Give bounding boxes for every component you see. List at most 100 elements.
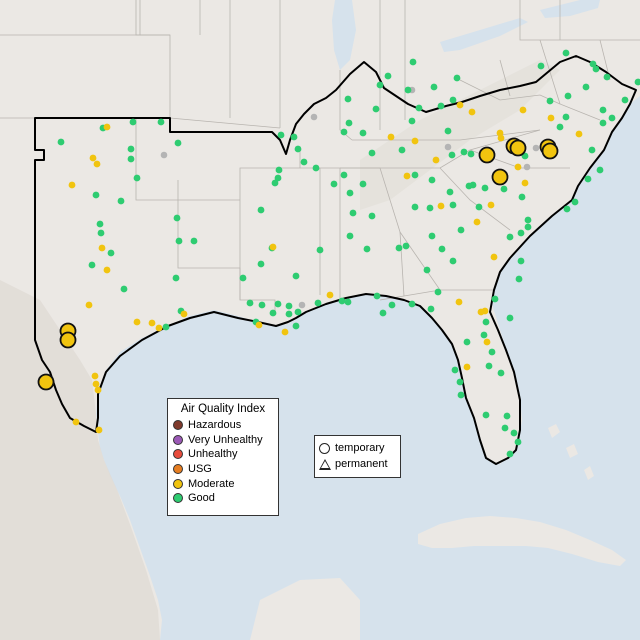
- monitor-good-marker[interactable]: [257, 260, 265, 268]
- monitor-good-marker[interactable]: [621, 96, 629, 104]
- monitor-good-marker[interactable]: [172, 274, 180, 282]
- monitor-good-marker[interactable]: [518, 193, 526, 201]
- monitor-moderate-marker[interactable]: [103, 123, 111, 131]
- monitor-moderate-marker[interactable]: [455, 298, 463, 306]
- monitor-good-marker[interactable]: [506, 314, 514, 322]
- monitor-good-marker[interactable]: [449, 257, 457, 265]
- monitor-good-marker[interactable]: [157, 118, 165, 126]
- monitor-good-marker[interactable]: [582, 83, 590, 91]
- monitor-moderate-marker[interactable]: [490, 253, 498, 261]
- monitor-good-marker[interactable]: [546, 97, 554, 105]
- monitor-good-marker[interactable]: [456, 378, 464, 386]
- monitor-good-marker[interactable]: [379, 309, 387, 317]
- monitor-moderate-marker[interactable]: [477, 308, 485, 316]
- monitor-good-marker[interactable]: [127, 145, 135, 153]
- monitor-moderate-marker[interactable]: [133, 318, 141, 326]
- monitor-good-marker[interactable]: [174, 139, 182, 147]
- monitor-moderate-marker[interactable]: [98, 244, 106, 252]
- monitor-good-marker[interactable]: [592, 65, 600, 73]
- monitor-good-marker[interactable]: [340, 171, 348, 179]
- monitor-good-marker[interactable]: [514, 438, 522, 446]
- temporary-monitor-moderate-marker[interactable]: [509, 139, 527, 157]
- monitor-good-marker[interactable]: [363, 245, 371, 253]
- monitor-good-marker[interactable]: [427, 305, 435, 313]
- monitor-good-marker[interactable]: [599, 106, 607, 114]
- monitor-good-marker[interactable]: [428, 232, 436, 240]
- monitor-good-marker[interactable]: [438, 245, 446, 253]
- monitor-moderate-marker[interactable]: [92, 380, 100, 388]
- monitor-moderate-marker[interactable]: [326, 291, 334, 299]
- monitor-good-marker[interactable]: [488, 348, 496, 356]
- monitor-good-marker[interactable]: [448, 151, 456, 159]
- monitor-good-marker[interactable]: [571, 198, 579, 206]
- monitor-good-marker[interactable]: [411, 203, 419, 211]
- monitor-moderate-marker[interactable]: [473, 218, 481, 226]
- monitor-moderate-marker[interactable]: [514, 163, 522, 171]
- monitor-good-marker[interactable]: [340, 128, 348, 136]
- monitor-moderate-marker[interactable]: [72, 418, 80, 426]
- monitor-no-data-marker[interactable]: [310, 113, 318, 121]
- monitor-good-marker[interactable]: [92, 191, 100, 199]
- monitor-good-marker[interactable]: [275, 166, 283, 174]
- monitor-moderate-marker[interactable]: [437, 202, 445, 210]
- monitor-moderate-marker[interactable]: [547, 114, 555, 122]
- monitor-good-marker[interactable]: [482, 318, 490, 326]
- monitor-good-marker[interactable]: [285, 302, 293, 310]
- monitor-good-marker[interactable]: [596, 166, 604, 174]
- monitor-moderate-marker[interactable]: [463, 363, 471, 371]
- monitor-good-marker[interactable]: [409, 58, 417, 66]
- monitor-moderate-marker[interactable]: [68, 181, 76, 189]
- monitor-good-marker[interactable]: [294, 145, 302, 153]
- monitor-good-marker[interactable]: [517, 229, 525, 237]
- monitor-moderate-marker[interactable]: [103, 266, 111, 274]
- monitor-good-marker[interactable]: [501, 424, 509, 432]
- monitor-moderate-marker[interactable]: [85, 301, 93, 309]
- monitor-no-data-marker[interactable]: [444, 143, 452, 151]
- monitor-good-marker[interactable]: [292, 272, 300, 280]
- monitor-good-marker[interactable]: [285, 310, 293, 318]
- monitor-good-marker[interactable]: [344, 298, 352, 306]
- monitor-moderate-marker[interactable]: [519, 106, 527, 114]
- monitor-good-marker[interactable]: [173, 214, 181, 222]
- monitor-good-marker[interactable]: [608, 114, 616, 122]
- monitor-good-marker[interactable]: [314, 299, 322, 307]
- monitor-good-marker[interactable]: [388, 301, 396, 309]
- temporary-monitor-moderate-marker[interactable]: [59, 331, 77, 349]
- monitor-good-marker[interactable]: [359, 129, 367, 137]
- monitor-good-marker[interactable]: [482, 411, 490, 419]
- monitor-good-marker[interactable]: [491, 295, 499, 303]
- monitor-moderate-marker[interactable]: [148, 319, 156, 327]
- monitor-good-marker[interactable]: [463, 338, 471, 346]
- monitor-good-marker[interactable]: [294, 308, 302, 316]
- monitor-good-marker[interactable]: [449, 201, 457, 209]
- monitor-good-marker[interactable]: [129, 118, 137, 126]
- monitor-no-data-marker[interactable]: [298, 301, 306, 309]
- monitor-moderate-marker[interactable]: [94, 386, 102, 394]
- monitor-good-marker[interactable]: [444, 127, 452, 135]
- monitor-good-marker[interactable]: [395, 244, 403, 252]
- monitor-good-marker[interactable]: [562, 49, 570, 57]
- monitor-good-marker[interactable]: [162, 323, 170, 331]
- monitor-good-marker[interactable]: [373, 292, 381, 300]
- temporary-monitor-moderate-marker[interactable]: [541, 142, 559, 160]
- monitor-moderate-marker[interactable]: [387, 133, 395, 141]
- monitor-good-marker[interactable]: [481, 184, 489, 192]
- monitor-good-marker[interactable]: [300, 158, 308, 166]
- monitor-good-marker[interactable]: [117, 197, 125, 205]
- monitor-good-marker[interactable]: [588, 146, 596, 154]
- monitor-good-marker[interactable]: [446, 188, 454, 196]
- monitor-moderate-marker[interactable]: [180, 310, 188, 318]
- monitor-moderate-marker[interactable]: [93, 160, 101, 168]
- monitor-good-marker[interactable]: [402, 242, 410, 250]
- monitor-good-marker[interactable]: [246, 299, 254, 307]
- monitor-good-marker[interactable]: [475, 203, 483, 211]
- monitor-good-marker[interactable]: [453, 74, 461, 82]
- monitor-good-marker[interactable]: [480, 331, 488, 339]
- monitor-good-marker[interactable]: [376, 81, 384, 89]
- monitor-good-marker[interactable]: [404, 86, 412, 94]
- monitor-good-marker[interactable]: [430, 83, 438, 91]
- monitor-no-data-marker[interactable]: [160, 151, 168, 159]
- monitor-moderate-marker[interactable]: [411, 137, 419, 145]
- monitor-moderate-marker[interactable]: [269, 243, 277, 251]
